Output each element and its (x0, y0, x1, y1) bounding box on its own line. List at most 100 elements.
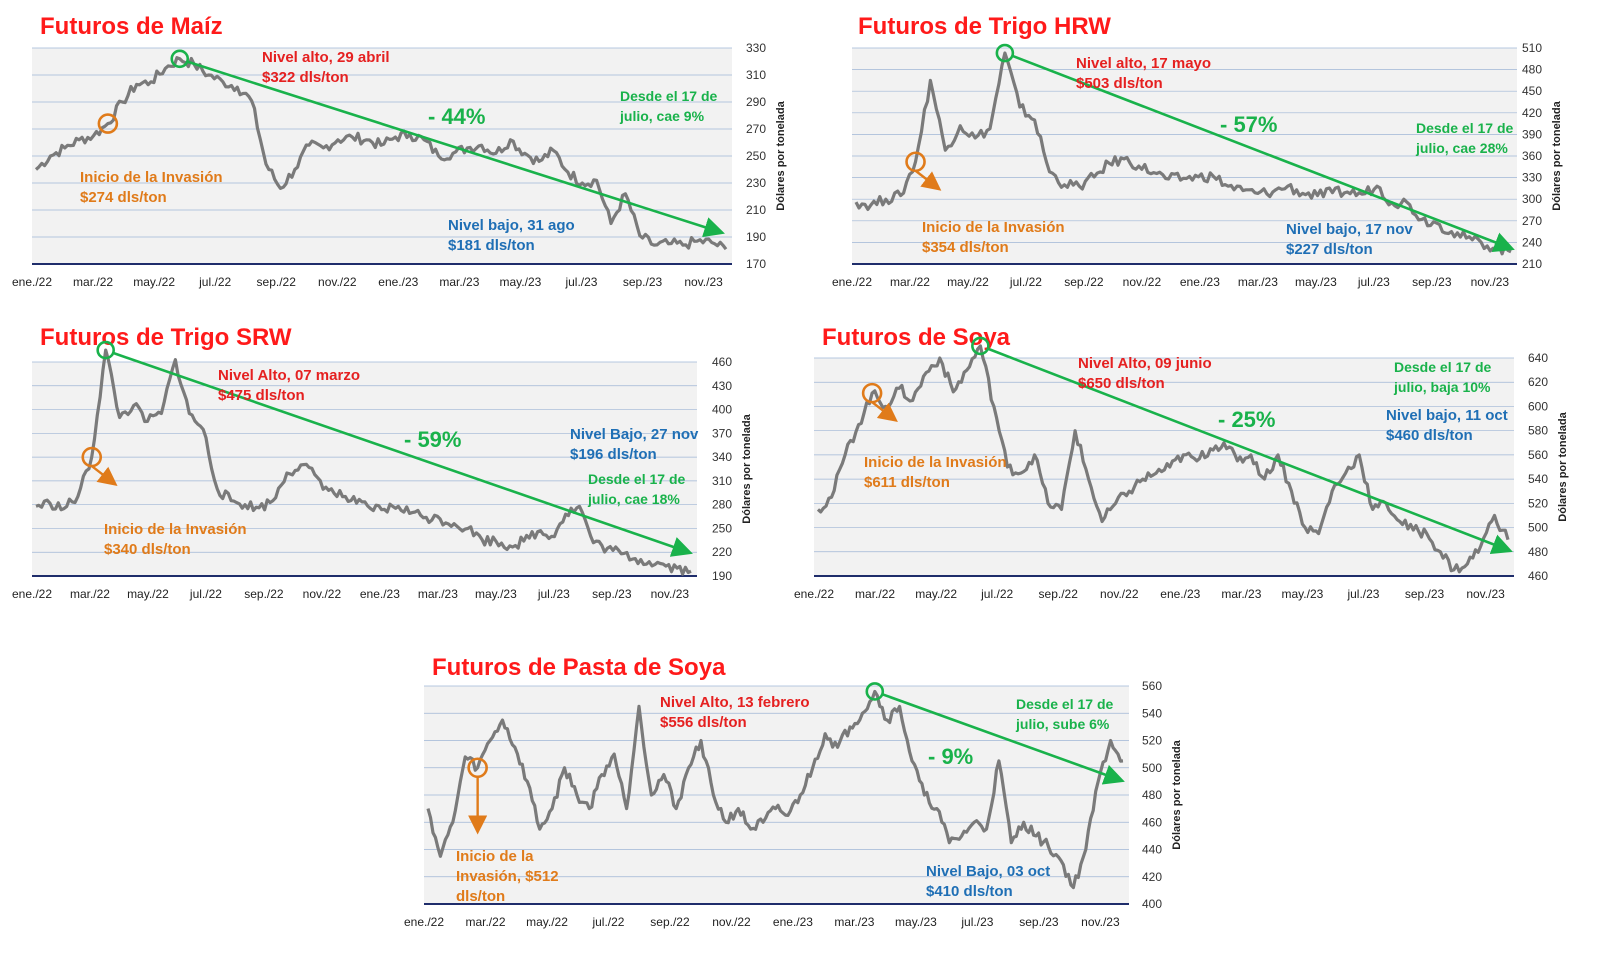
y-tick-label: 370 (712, 426, 732, 440)
y-tick-label: 300 (1522, 192, 1542, 206)
chart-panel-1: Futuros de Maíz 330 310 290 270 250 230 210 190 1… (12, 13, 787, 289)
x-tick-label: ene./23 (378, 275, 418, 289)
annotation-low: $460 dls/ton (1386, 427, 1473, 444)
x-tick-label: nov./23 (651, 587, 690, 601)
x-tick-label: mar./23 (439, 275, 479, 289)
y-tick-label: 210 (746, 203, 766, 217)
y-tick-label: 170 (746, 257, 766, 271)
price-series-line (426, 689, 1124, 890)
y-axis-label: Dólares por tonelada (1557, 411, 1569, 521)
x-tick-label: nov./23 (1471, 275, 1510, 289)
y-tick-label: 270 (746, 122, 766, 136)
annotation-invasion: Inicio de la (456, 848, 534, 865)
x-tick-label: ene./23 (1160, 587, 1200, 601)
annotation-low: $410 dls/ton (926, 883, 1013, 900)
x-tick-label: mar./23 (1238, 275, 1278, 289)
chart-panel-3: Futuros de Trigo SRW 460 430 400 370 340 310 28… (12, 324, 753, 601)
invasion-arrow (871, 401, 898, 423)
x-tick-label: mar./23 (834, 915, 874, 929)
annotation-percent-change: - 25% (1218, 407, 1275, 432)
x-tick-label: jul./23 (537, 587, 570, 601)
annotation-invasion: dls/ton (456, 888, 505, 905)
x-tick-label: ene./23 (773, 915, 813, 929)
y-tick-label: 480 (1142, 788, 1162, 802)
x-tick-label: nov./22 (1123, 275, 1162, 289)
annotation-high: Nivel alto, 29 abril (262, 49, 390, 66)
x-tick-label: may./23 (895, 915, 937, 929)
y-tick-label: 450 (1522, 84, 1542, 98)
x-tick-label: mar./22 (890, 275, 930, 289)
y-tick-label: 480 (1522, 63, 1542, 77)
x-tick-label: jul./23 (960, 915, 993, 929)
annotation-high: $322 dls/ton (262, 69, 349, 86)
x-tick-label: jul./22 (1009, 275, 1042, 289)
x-tick-label: jul./23 (564, 275, 597, 289)
trend-arrow (987, 347, 1513, 555)
high-marker (170, 49, 190, 69)
x-tick-label: sep./23 (1019, 915, 1059, 929)
y-tick-label: 270 (1522, 214, 1542, 228)
annotation-high: $503 dls/ton (1076, 75, 1163, 92)
high-marker (865, 682, 885, 701)
y-tick-label: 460 (1528, 569, 1548, 583)
trend-arrow (882, 693, 1125, 785)
annotation-high: Nivel alto, 17 mayo (1076, 55, 1211, 72)
y-axis-label: Dólares por tonelada (775, 100, 787, 210)
annotation-since-july: Desde el 17 de (1016, 696, 1113, 712)
x-tick-label: jul./23 (1357, 275, 1390, 289)
y-tick-label: 420 (1142, 870, 1162, 884)
y-tick-label: 340 (712, 450, 732, 464)
annotation-high: Nivel Alto, 13 febrero (660, 694, 810, 711)
y-tick-label: 560 (1528, 448, 1548, 462)
y-tick-label: 250 (746, 149, 766, 163)
y-tick-label: 560 (1142, 679, 1162, 693)
y-tick-label: 460 (712, 355, 732, 369)
annotation-low: Nivel Bajo, 03 oct (926, 863, 1050, 880)
x-tick-label: mar./22 (465, 915, 505, 929)
chart-title: Futuros de Trigo SRW (40, 324, 292, 351)
x-tick-label: sep./22 (1064, 275, 1104, 289)
y-tick-label: 580 (1528, 424, 1548, 438)
trend-arrow (1012, 54, 1515, 253)
y-tick-label: 500 (1142, 761, 1162, 775)
invasion-arrow (91, 465, 118, 487)
x-tick-label: mar./23 (418, 587, 458, 601)
y-tick-label: 420 (1522, 106, 1542, 120)
y-tick-label: 480 (1528, 545, 1548, 559)
annotation-since-july: julio, cae 18% (587, 491, 680, 507)
x-tick-label: ene./23 (360, 587, 400, 601)
x-tick-label: ene./22 (832, 275, 872, 289)
chart-panel-2: Futuros de Trigo HRW 510 480 450 420 390 360 33… (832, 13, 1563, 289)
x-tick-label: may./23 (1295, 275, 1337, 289)
annotation-invasion: $611 dls/ton (864, 474, 950, 491)
y-tick-label: 240 (1522, 235, 1542, 249)
chart-panel-4: Futuros de Soya6406206005805605405205004… (794, 324, 1569, 601)
annotation-invasion: Inicio de la Invasión (864, 454, 1007, 471)
annotation-low: Nivel bajo, 11 oct (1386, 407, 1508, 424)
x-tick-label: mar./22 (73, 275, 113, 289)
annotation-since-july: Desde el 17 de (588, 471, 685, 487)
x-tick-label: nov./23 (684, 275, 723, 289)
annotation-invasion: $274 dls/ton (80, 189, 167, 206)
y-tick-label: 210 (1522, 257, 1542, 271)
annotation-low: $196 dls/ton (570, 446, 657, 463)
x-tick-label: jul./22 (980, 587, 1013, 601)
chart-panel-5: Futuros de Pasta de Soya 560 540 520 500 480 4… (404, 654, 1183, 929)
annotation-high: $650 dls/ton (1078, 375, 1165, 392)
x-tick-label: may./23 (475, 587, 517, 601)
x-tick-label: may./22 (526, 915, 568, 929)
annotation-since-july: Desde el 17 de (1416, 120, 1513, 136)
annotation-since-july: julio, sube 6% (1015, 716, 1110, 732)
y-tick-label: 250 (712, 521, 732, 535)
x-tick-label: may./23 (1282, 587, 1324, 601)
x-tick-label: jul./22 (189, 587, 222, 601)
y-tick-label: 440 (1142, 843, 1162, 857)
x-tick-label: ene./22 (404, 915, 444, 929)
annotation-percent-change: - 9% (928, 744, 973, 769)
annotation-invasion: Invasión, $512 (456, 868, 559, 885)
x-tick-label: sep./23 (1405, 587, 1445, 601)
invasion-arrow (914, 169, 942, 191)
trend-arrow (187, 60, 725, 238)
invasion-marker (97, 113, 119, 134)
